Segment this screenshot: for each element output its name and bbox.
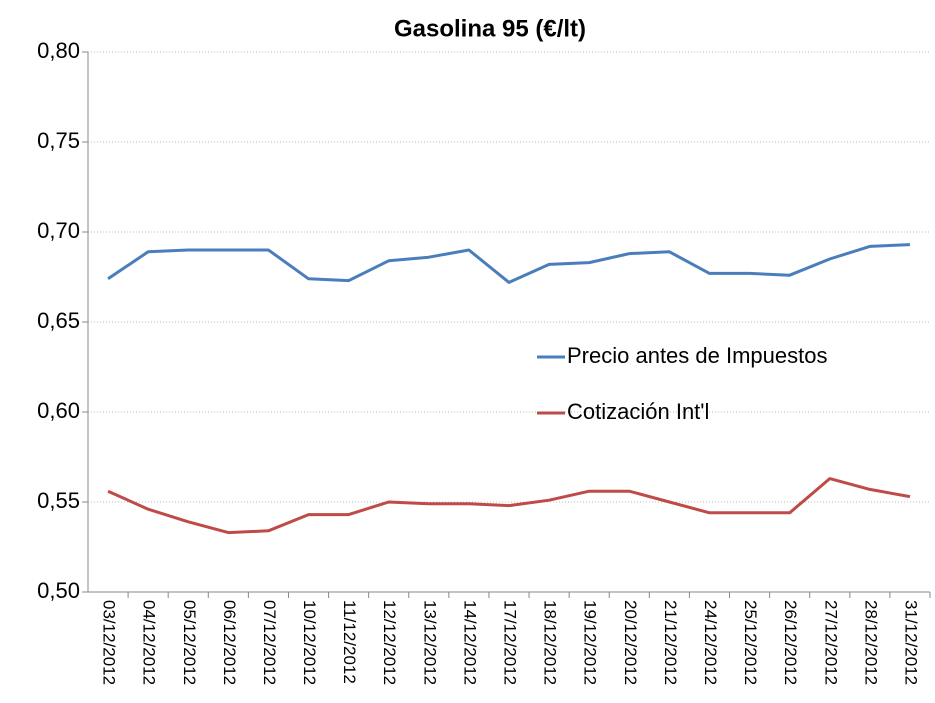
x-tick-label: 05/12/2012: [180, 600, 199, 685]
x-tick-label: 19/12/2012: [581, 600, 600, 685]
y-tick-label: 0,70: [37, 218, 80, 243]
y-tick-label: 0,55: [37, 488, 80, 513]
chart-title: Gasolina 95 (€/lt): [394, 15, 586, 42]
legend-label: Cotización Int'l: [567, 399, 709, 424]
legend-label: Precio antes de Impuestos: [567, 343, 827, 368]
y-tick-label: 0,60: [37, 398, 80, 423]
x-tick-label: 24/12/2012: [701, 600, 720, 685]
y-tick-label: 0,50: [37, 578, 80, 603]
x-tick-label: 17/12/2012: [501, 600, 520, 685]
y-tick-label: 0,65: [37, 308, 80, 333]
x-tick-label: 03/12/2012: [100, 600, 119, 685]
y-tick-label: 0,75: [37, 128, 80, 153]
x-tick-label: 20/12/2012: [621, 600, 640, 685]
x-tick-label: 04/12/2012: [140, 600, 159, 685]
series-line: [107, 243, 911, 284]
x-tick-label: 25/12/2012: [741, 600, 760, 685]
x-tick-label: 31/12/2012: [901, 600, 920, 685]
x-tick-label: 07/12/2012: [260, 600, 279, 685]
x-tick-label: 06/12/2012: [220, 600, 239, 685]
y-tick-label: 0,80: [37, 38, 80, 63]
x-tick-label: 28/12/2012: [861, 600, 880, 685]
x-tick-label: 11/12/2012: [340, 600, 359, 684]
x-tick-label: 26/12/2012: [781, 600, 800, 685]
x-tick-label: 13/12/2012: [420, 600, 439, 685]
x-tick-label: 12/12/2012: [380, 600, 399, 685]
x-tick-label: 14/12/2012: [460, 600, 479, 685]
x-tick-label: 27/12/2012: [821, 600, 840, 685]
series-line: [107, 477, 911, 535]
x-tick-label: 10/12/2012: [300, 600, 319, 685]
x-tick-label: 21/12/2012: [661, 600, 680, 685]
x-tick-label: 18/12/2012: [541, 600, 560, 685]
